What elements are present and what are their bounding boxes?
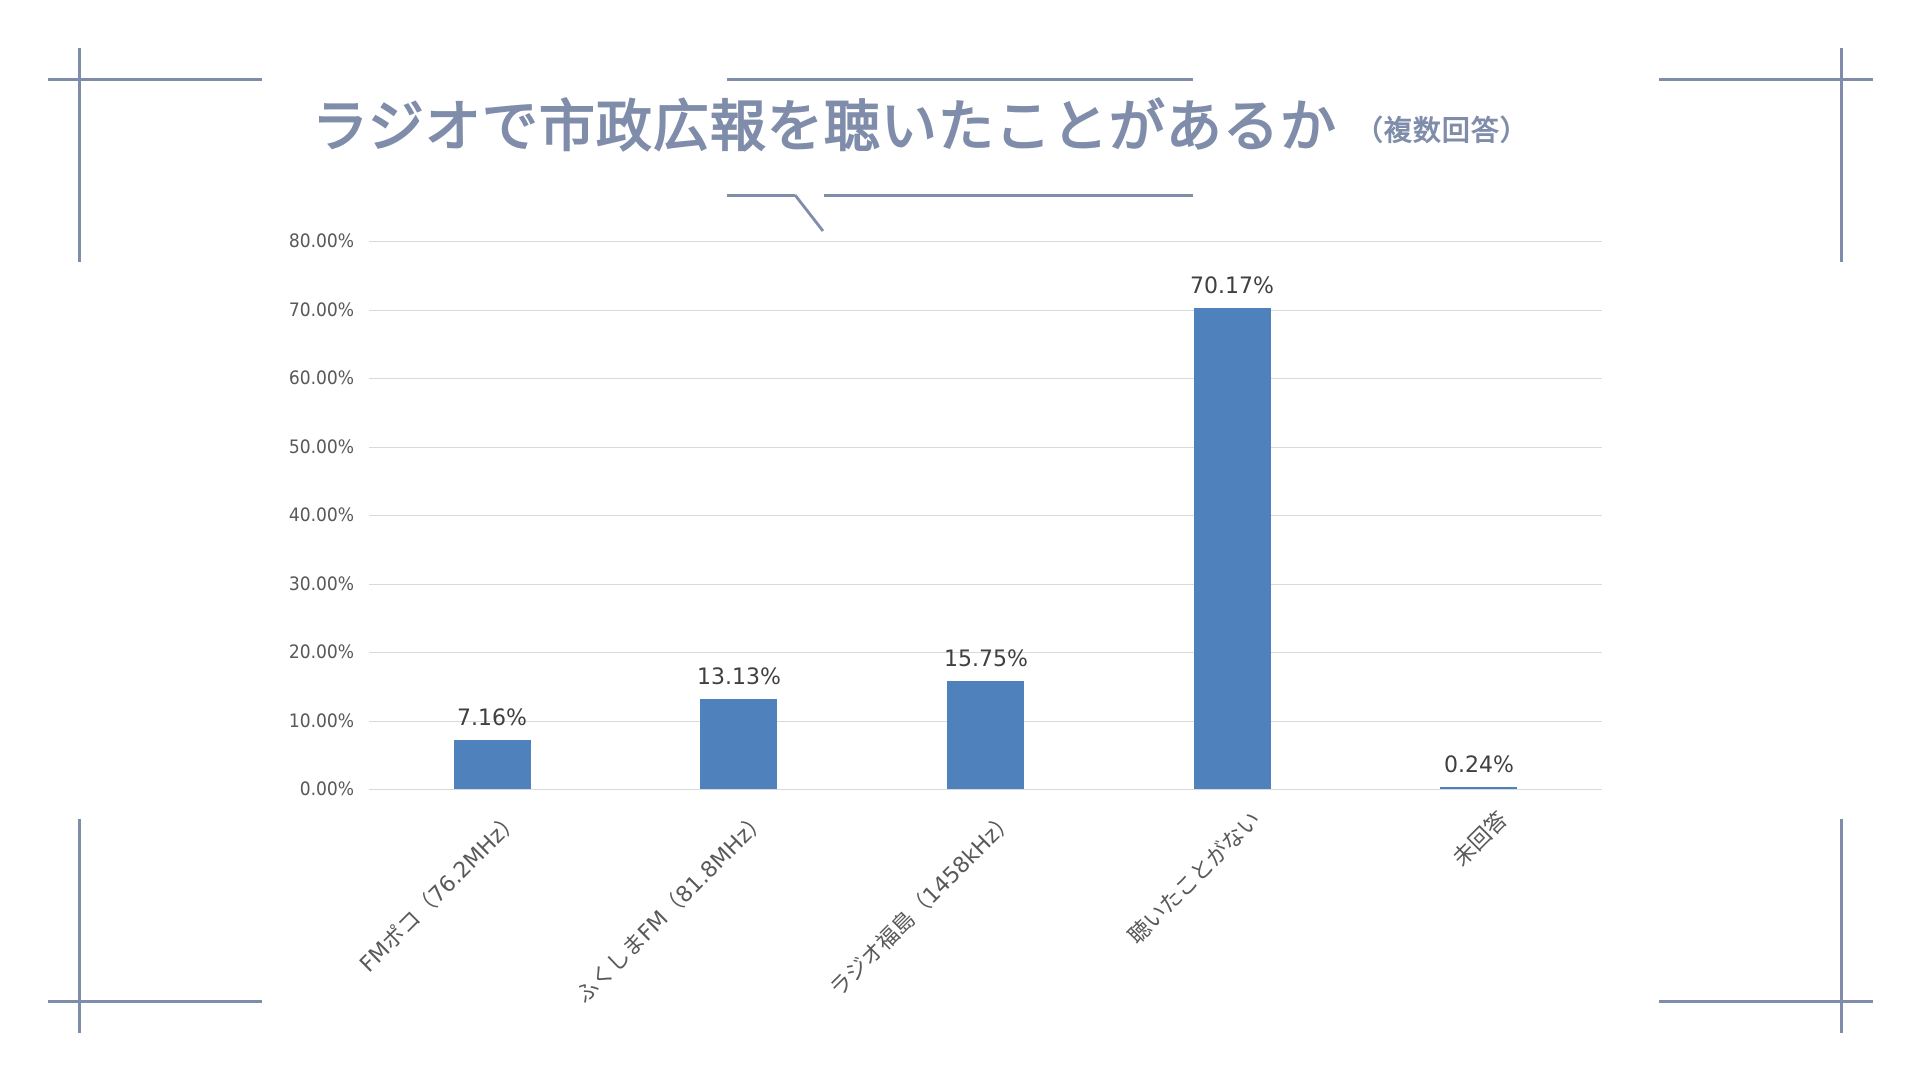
- y-axis-tick-label: 0.00%: [299, 778, 354, 800]
- title-bubble-bottom-line-left: [727, 194, 795, 197]
- gridline: [369, 652, 1602, 653]
- y-axis-tick-label: 50.00%: [288, 436, 354, 458]
- gridline: [369, 447, 1602, 448]
- gridline: [369, 241, 1602, 242]
- gridline: [369, 789, 1602, 790]
- data-label: 13.13%: [697, 665, 781, 690]
- data-label: 15.75%: [944, 647, 1028, 672]
- x-axis-category-label: ふくしまFM（81.8MHz）: [571, 807, 773, 1009]
- gridline: [369, 515, 1602, 516]
- gridline: [369, 310, 1602, 311]
- gridline: [369, 378, 1602, 379]
- corner-decoration-bottom-right-h: [1659, 1000, 1873, 1003]
- corner-decoration-top-left-h: [48, 78, 262, 81]
- y-axis-tick-label: 30.00%: [288, 573, 354, 595]
- title-bubble-top-line: [727, 78, 1193, 81]
- y-axis-tick-label: 70.00%: [288, 299, 354, 321]
- x-axis-category-label: ラジオ福島（1458kHz）: [825, 807, 1021, 1002]
- title-bubble-bottom-line-right: [824, 194, 1193, 197]
- chart-title: ラジオで市政広報を聴いたことがあるか （複数回答）: [312, 88, 1529, 171]
- bar: [454, 740, 531, 789]
- corner-decoration-top-left-v: [78, 48, 81, 262]
- x-axis-category-label: 未回答: [1448, 807, 1513, 872]
- x-axis-category-label: FMポコ（76.2MHz）: [355, 807, 526, 978]
- y-axis-tick-label: 40.00%: [288, 504, 354, 526]
- bar: [700, 699, 777, 789]
- bar: [947, 681, 1024, 789]
- corner-decoration-bottom-left-h: [48, 1000, 262, 1003]
- bar: [1440, 787, 1517, 789]
- x-axis-category-label: 聴いたことがない: [1123, 807, 1266, 950]
- chart-subtitle: （複数回答）: [1354, 114, 1529, 147]
- data-label: 70.17%: [1190, 274, 1274, 299]
- y-axis-tick-label: 10.00%: [288, 710, 354, 732]
- y-axis-tick-label: 60.00%: [288, 367, 354, 389]
- corner-decoration-top-right-v: [1840, 48, 1843, 262]
- data-label: 0.24%: [1444, 753, 1514, 778]
- data-label: 7.16%: [457, 706, 527, 731]
- y-axis-tick-label: 20.00%: [288, 641, 354, 663]
- y-axis-tick-label: 80.00%: [288, 230, 354, 252]
- title-bubble-tail: [793, 194, 825, 232]
- corner-decoration-top-right-h: [1659, 78, 1873, 81]
- corner-decoration-bottom-left-v: [78, 819, 81, 1033]
- corner-decoration-bottom-right-v: [1840, 819, 1843, 1033]
- gridline: [369, 584, 1602, 585]
- bar: [1194, 308, 1271, 789]
- chart-title-main: ラジオで市政広報を聴いたことがあるか: [312, 95, 1337, 160]
